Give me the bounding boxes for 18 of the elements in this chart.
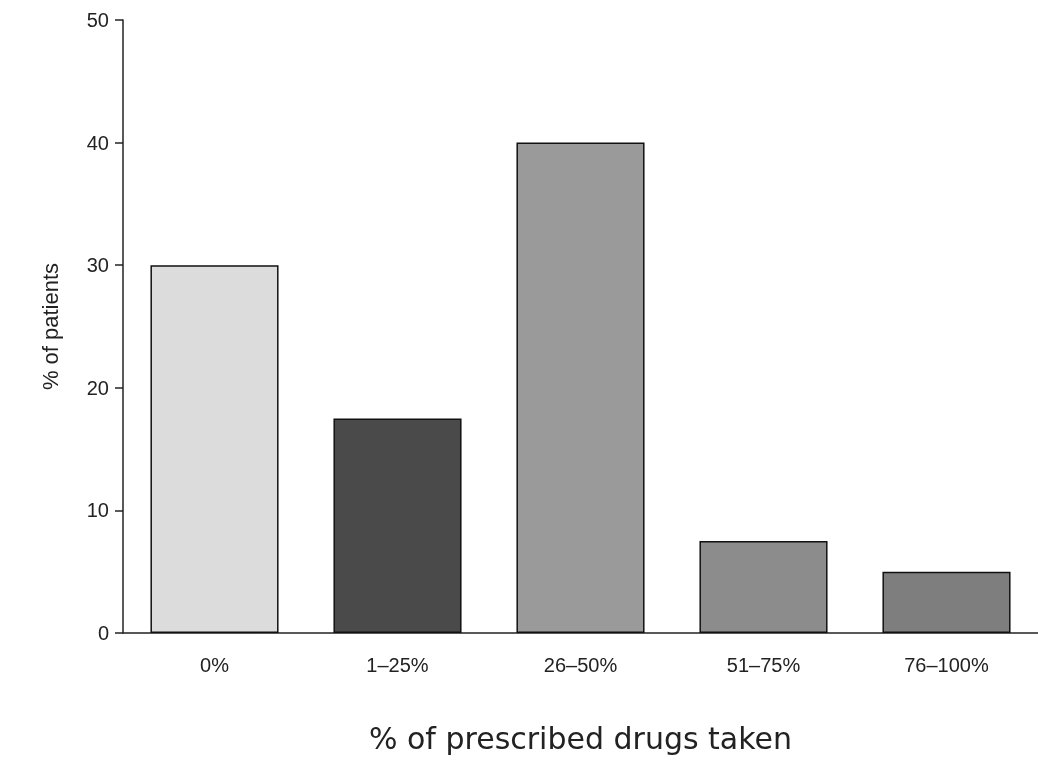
y-tick-label: 40 <box>86 131 109 154</box>
y-tick-label: 10 <box>86 499 109 522</box>
x-tick-label: 26–50% <box>543 654 618 676</box>
bar <box>882 571 1011 633</box>
x-tick-label: 76–100% <box>904 654 989 676</box>
y-tick-label: 50 <box>86 9 109 31</box>
bar <box>699 541 828 633</box>
x-axis-title: % of prescribed drugs taken <box>368 720 793 756</box>
y-tick-label: 20 <box>86 376 109 399</box>
bar <box>150 265 279 633</box>
bar <box>516 142 645 633</box>
y-axis-title: % of patients <box>37 262 63 391</box>
x-tick-label: 0% <box>200 654 230 676</box>
bar <box>333 418 462 633</box>
x-tick-label: 51–75% <box>726 654 801 676</box>
y-tick-label: 30 <box>86 254 109 277</box>
x-tick-label: 1–25% <box>366 654 429 676</box>
y-tick-label: 0 <box>97 622 109 644</box>
